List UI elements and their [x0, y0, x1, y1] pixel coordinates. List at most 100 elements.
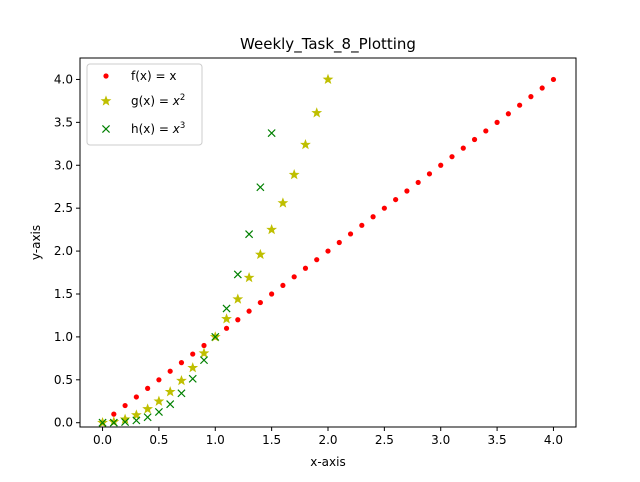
- series-1-point: [505, 111, 511, 117]
- series-1-point: [122, 402, 128, 409]
- series-1-point: [257, 299, 263, 306]
- series-3-point: [267, 129, 276, 138]
- series-2-point: [288, 169, 300, 180]
- series-1-point: [426, 171, 433, 177]
- legend-label-3: h(x) = x3: [131, 121, 185, 136]
- legend-label-1: f(x) = x: [131, 69, 176, 83]
- series-1-point: [246, 308, 252, 314]
- series-1-point: [235, 317, 241, 323]
- y-tick-label: 2.5: [54, 201, 73, 215]
- series-3-point: [98, 418, 107, 427]
- legend-marker-2: [100, 95, 112, 106]
- series-1-point: [460, 145, 466, 151]
- series-2-point: [108, 416, 120, 427]
- series-3-point: [233, 270, 242, 279]
- series-3-point: [222, 304, 231, 313]
- y-tick-label: 2.0: [54, 244, 73, 258]
- series-3-point: [211, 332, 220, 341]
- series-2-point: [277, 197, 289, 208]
- legend-label-2: g(x) = x2: [131, 93, 185, 108]
- chart-title: Weekly_Task_8_Plotting: [240, 35, 416, 54]
- series-1-point: [471, 136, 478, 143]
- series-1-point: [190, 351, 196, 357]
- series-1-point: [415, 179, 421, 186]
- series-2-point: [176, 374, 187, 386]
- series-2-point: [232, 293, 244, 304]
- y-tick-label: 0.5: [54, 373, 73, 387]
- series-1-point: [404, 188, 410, 194]
- x-tick-label: 0.5: [149, 433, 168, 447]
- y-axis-ticks: 0.0 0.5 1.0 1.5 2.0 2.5 3.0 3.5 4.0: [54, 72, 80, 430]
- series-2-point: [300, 139, 311, 150]
- series-1-point: [269, 291, 275, 297]
- series-2-point: [221, 313, 232, 324]
- series-1-point: [133, 394, 139, 400]
- series-1-point: [393, 196, 399, 203]
- series-1-point: [539, 85, 545, 91]
- x-tick-label: 1.5: [262, 433, 281, 447]
- x-tick-label: 2.5: [375, 433, 394, 447]
- series-2-point: [130, 409, 142, 420]
- series-3-point: [143, 413, 152, 422]
- series-3-point: [154, 407, 163, 417]
- series-1-point: [145, 385, 151, 391]
- x-tick-label: 3.0: [431, 433, 450, 447]
- series-1-point: [291, 274, 297, 280]
- x-tick-label: 1.0: [206, 433, 225, 447]
- y-tick-label: 3.5: [54, 115, 73, 129]
- series-3-point: [132, 416, 141, 425]
- series-2-point: [243, 272, 255, 283]
- series-1-point: [483, 128, 489, 134]
- series-3-point: [199, 356, 209, 365]
- series-3-point: [188, 374, 197, 383]
- legend-marker-1: [103, 73, 109, 79]
- series-2-point: [311, 107, 323, 118]
- series-1-point: [517, 102, 523, 108]
- series-1-point: [178, 360, 185, 366]
- series-2-point: [254, 248, 266, 260]
- series-1-point: [381, 205, 387, 211]
- series-1-points: [99, 76, 557, 426]
- series-1-point: [347, 231, 354, 237]
- series-2-point: [142, 403, 154, 414]
- y-tick-label: 1.0: [54, 330, 73, 344]
- x-tick-label: 3.5: [488, 433, 507, 447]
- series-1-point: [370, 214, 376, 220]
- series-2-point: [153, 395, 165, 406]
- series-1-point: [167, 368, 173, 374]
- y-tick-label: 1.5: [54, 287, 73, 301]
- y-axis-label: y-axis: [29, 225, 43, 260]
- legend-marker-3: [101, 124, 111, 134]
- x-axis-ticks: 0.0 0.5 1.0 1.5 2.0 2.5 3.0 3.5 4.0: [93, 427, 563, 447]
- series-2-points: [97, 73, 334, 427]
- series-1-point: [223, 325, 230, 331]
- series-3-point: [256, 183, 265, 192]
- series-2-point: [187, 362, 199, 373]
- series-3-point: [177, 389, 186, 398]
- series-1-point: [449, 154, 455, 160]
- series-1-point: [359, 222, 365, 228]
- series-1-point: [111, 411, 117, 417]
- series-1-point: [528, 94, 534, 100]
- series-3-point: [109, 418, 118, 427]
- series-2-point: [164, 386, 176, 397]
- series-2-point: [198, 347, 210, 358]
- legend: f(x) = x g(x) = x2 h(x) = x3: [86, 63, 203, 146]
- series-1-point: [302, 265, 309, 271]
- series-1-point: [550, 76, 557, 83]
- series-1-point: [280, 282, 286, 289]
- series-1-point: [314, 257, 320, 263]
- x-tick-label: 2.0: [318, 433, 337, 447]
- plot-markers: [97, 73, 557, 427]
- series-1-point: [156, 377, 162, 383]
- y-tick-label: 3.0: [54, 158, 73, 172]
- series-1-point: [325, 248, 331, 254]
- series-2-point: [322, 73, 334, 85]
- series-1-point: [494, 119, 500, 125]
- x-axis-label: x-axis: [310, 455, 345, 469]
- series-1-point: [201, 342, 207, 349]
- series-2-point: [266, 223, 278, 235]
- x-tick-label: 4.0: [544, 433, 563, 447]
- x-tick-label: 0.0: [93, 433, 112, 447]
